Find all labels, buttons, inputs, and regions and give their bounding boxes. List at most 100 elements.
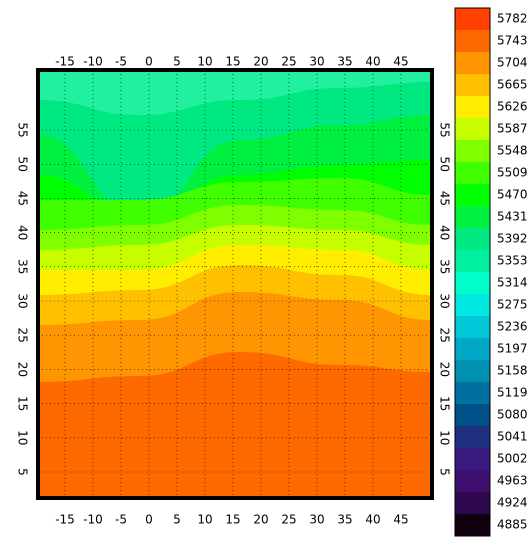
colorbar-swatch xyxy=(455,184,490,206)
colorbar-swatch xyxy=(455,382,490,404)
x-tick-label: 10 xyxy=(197,513,212,527)
colorbar-swatch xyxy=(455,492,490,514)
y-tick-label: 25 xyxy=(438,328,452,343)
colorbar-label: 5080 xyxy=(497,408,528,422)
y-tick-label: 45 xyxy=(438,191,452,206)
colorbar-swatch xyxy=(455,250,490,272)
x-tick-label: 5 xyxy=(173,513,181,527)
colorbar-label: 5431 xyxy=(497,210,528,224)
x-tick-label: 5 xyxy=(173,55,181,69)
x-tick-label: 30 xyxy=(309,513,324,527)
colorbar-label: 5782 xyxy=(497,12,528,26)
colorbar-label: 5509 xyxy=(497,166,528,180)
colorbar-swatch xyxy=(455,448,490,470)
colorbar-swatch xyxy=(455,140,490,162)
x-tick-label: -10 xyxy=(83,55,103,69)
y-tick-label: 20 xyxy=(16,362,30,377)
colorbar-label: 4885 xyxy=(497,518,528,532)
map-frame xyxy=(36,68,434,500)
colorbar-swatch xyxy=(455,426,490,448)
y-tick-label: 10 xyxy=(438,430,452,445)
x-tick-label: 20 xyxy=(253,55,268,69)
colorbar-label: 5587 xyxy=(497,122,528,136)
x-tick-label: -5 xyxy=(115,55,127,69)
colorbar-label: 5236 xyxy=(497,320,528,334)
colorbar-label: 5119 xyxy=(497,386,528,400)
x-tick-label: 35 xyxy=(337,513,352,527)
colorbar-swatch xyxy=(455,30,490,52)
colorbar-swatch xyxy=(455,470,490,492)
x-tick-label: -15 xyxy=(55,55,75,69)
y-tick-label: 5 xyxy=(16,468,30,476)
colorbar: 5782 5743 5704 5665 5626 5587 5548 5509 5470 5431… xyxy=(454,7,528,537)
x-tick-label: -5 xyxy=(115,513,127,527)
y-tick-label: 5 xyxy=(438,468,452,476)
x-tick-label: 0 xyxy=(145,513,153,527)
colorbar-swatch xyxy=(455,206,490,228)
colorbar-label: 5704 xyxy=(497,56,528,70)
y-tick-label: 50 xyxy=(16,157,30,172)
colorbar-label: 5275 xyxy=(497,298,528,312)
colorbar-swatch xyxy=(455,272,490,294)
contour-band xyxy=(38,352,432,498)
y-tick-label: 15 xyxy=(16,396,30,411)
x-tick-label: 25 xyxy=(281,55,296,69)
colorbar-swatch xyxy=(455,404,490,426)
colorbar-label: 5665 xyxy=(497,78,528,92)
x-tick-label: 25 xyxy=(281,513,296,527)
y-tick-label: 30 xyxy=(438,293,452,308)
colorbar-label: 5626 xyxy=(497,100,528,114)
y-tick-label: 10 xyxy=(16,430,30,445)
x-tick-label: 15 xyxy=(225,513,240,527)
y-tick-label: 50 xyxy=(438,157,452,172)
x-tick-label: -15 xyxy=(55,513,75,527)
colorbar-swatch xyxy=(455,162,490,184)
x-tick-label: 15 xyxy=(225,55,240,69)
colorbar-label: 5548 xyxy=(497,144,528,158)
colorbar-label: 5041 xyxy=(497,430,528,444)
y-tick-label: 40 xyxy=(16,225,30,240)
colorbar-swatch xyxy=(455,52,490,74)
colorbar-label: 5353 xyxy=(497,254,528,268)
colorbar-swatch xyxy=(455,118,490,140)
colorbar-swatch xyxy=(455,8,490,30)
colorbar-frame xyxy=(454,7,491,537)
x-tick-label: 30 xyxy=(309,55,324,69)
colorbar-label: 5392 xyxy=(497,232,528,246)
colorbar-label: 5470 xyxy=(497,188,528,202)
x-tick-label: -10 xyxy=(83,513,103,527)
x-tick-label: 35 xyxy=(337,55,352,69)
x-tick-label: 40 xyxy=(365,55,380,69)
contour-field xyxy=(38,70,432,498)
x-tick-label: 40 xyxy=(365,513,380,527)
x-tick-label: 45 xyxy=(393,55,408,69)
x-tick-label: 45 xyxy=(393,513,408,527)
x-tick-label: 10 xyxy=(197,55,212,69)
y-tick-label: 55 xyxy=(438,122,452,137)
y-tick-label: 40 xyxy=(438,225,452,240)
y-tick-label: 55 xyxy=(16,122,30,137)
colorbar-swatch xyxy=(455,228,490,250)
y-tick-label: 35 xyxy=(438,259,452,274)
x-tick-label: 20 xyxy=(253,513,268,527)
colorbar-swatch xyxy=(455,316,490,338)
y-tick-label: 15 xyxy=(438,396,452,411)
y-tick-label: 25 xyxy=(16,328,30,343)
colorbar-label: 5743 xyxy=(497,34,528,48)
graticule xyxy=(38,70,432,498)
colorbar-swatch xyxy=(455,360,490,382)
colorbar-label: 5158 xyxy=(497,364,528,378)
colorbar-label: 4924 xyxy=(497,496,528,510)
colorbar-swatch xyxy=(455,74,490,96)
y-tick-label: 35 xyxy=(16,259,30,274)
colorbar-swatch xyxy=(455,294,490,316)
colorbar-swatch xyxy=(455,96,490,118)
colorbar-label: 5002 xyxy=(497,452,528,466)
colorbar-label: 5314 xyxy=(497,276,528,290)
y-tick-label: 20 xyxy=(438,362,452,377)
colorbar-swatch xyxy=(455,514,490,536)
y-tick-label: 30 xyxy=(16,293,30,308)
y-tick-label: 45 xyxy=(16,191,30,206)
x-tick-label: 0 xyxy=(145,55,153,69)
